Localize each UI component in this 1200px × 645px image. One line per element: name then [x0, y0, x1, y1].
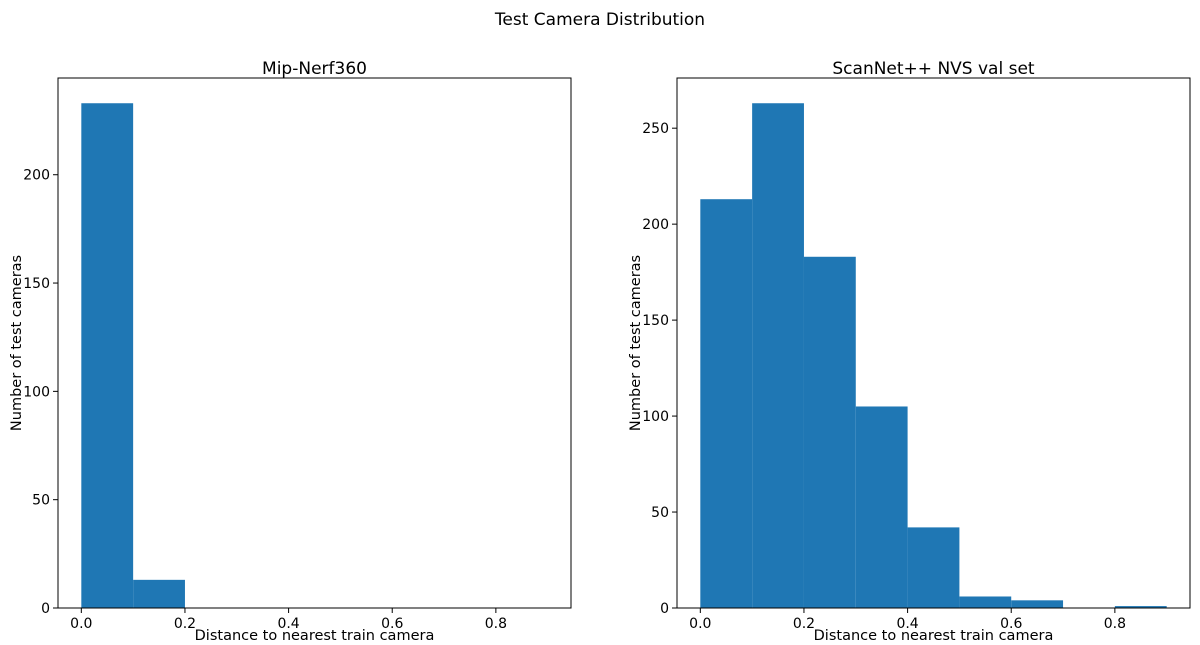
x-ticks-group: 0.0 0.2 0.4 0.6 0.8: [689, 608, 1126, 632]
x-tick-label: 0.8: [485, 616, 507, 632]
chart-title: ScanNet++ NVS val set: [832, 59, 1035, 79]
y-ticks-group: 0 50 100 150 200: [23, 168, 58, 617]
y-tick-label: 100: [642, 409, 669, 425]
y-tick-label: 50: [651, 505, 669, 521]
chart-scannet-nvs-val: ScanNet++ NVS val set 0 50 100 150 200 250 0.…: [628, 59, 1191, 644]
plot-frame: [676, 77, 1191, 609]
histogram-bar: [907, 527, 960, 608]
chart-mip-nerf360: Mip-Nerf360 0 50 100 150 200 0.0 0.2 0.4 0.6 0.8…: [9, 59, 572, 644]
y-tick-label: 200: [642, 217, 669, 233]
y-tick-label: 50: [32, 493, 50, 509]
x-tick-label: 0.6: [381, 616, 403, 632]
bars-group: [81, 103, 185, 608]
y-tick-label: 150: [642, 313, 669, 329]
x-tick-label: 0.6: [1000, 616, 1022, 632]
plot-frame: [57, 77, 572, 609]
y-axis-label: Number of test cameras: [9, 255, 25, 431]
x-tick-label: 0.2: [793, 616, 815, 632]
y-ticks-group: 0 50 100 150 200 250: [642, 121, 677, 617]
x-tick-label: 0.8: [1104, 616, 1126, 632]
histogram-bar: [855, 406, 908, 608]
x-ticks-group: 0.0 0.2 0.4 0.6 0.8: [70, 608, 507, 632]
x-tick-label: 0.0: [70, 616, 92, 632]
histogram-bar: [1114, 606, 1167, 608]
x-tick-label: 0.2: [174, 616, 196, 632]
x-tick-label: 0.4: [277, 616, 299, 632]
figure-suptitle: Test Camera Distribution: [494, 10, 705, 30]
histogram-bar: [133, 579, 185, 608]
histogram-bar: [959, 596, 1012, 608]
y-tick-label: 0: [41, 601, 50, 617]
x-axis-label: Distance to nearest train camera: [814, 628, 1054, 644]
y-tick-label: 200: [23, 168, 50, 184]
y-tick-label: 0: [660, 601, 669, 617]
histogram-bar: [752, 103, 804, 608]
y-tick-label: 150: [23, 276, 50, 292]
histogram-bar: [1011, 600, 1064, 608]
chart-title: Mip-Nerf360: [262, 59, 367, 79]
x-axis-label: Distance to nearest train camera: [195, 628, 435, 644]
x-tick-label: 0.4: [896, 616, 918, 632]
histogram-bar: [700, 199, 753, 608]
histogram-bar: [81, 103, 134, 608]
histogram-bar: [803, 256, 856, 608]
x-tick-label: 0.0: [689, 616, 711, 632]
y-tick-label: 250: [642, 121, 669, 137]
bars-group: [700, 103, 1167, 608]
y-tick-label: 100: [23, 384, 50, 400]
y-axis-label: Number of test cameras: [628, 255, 644, 431]
